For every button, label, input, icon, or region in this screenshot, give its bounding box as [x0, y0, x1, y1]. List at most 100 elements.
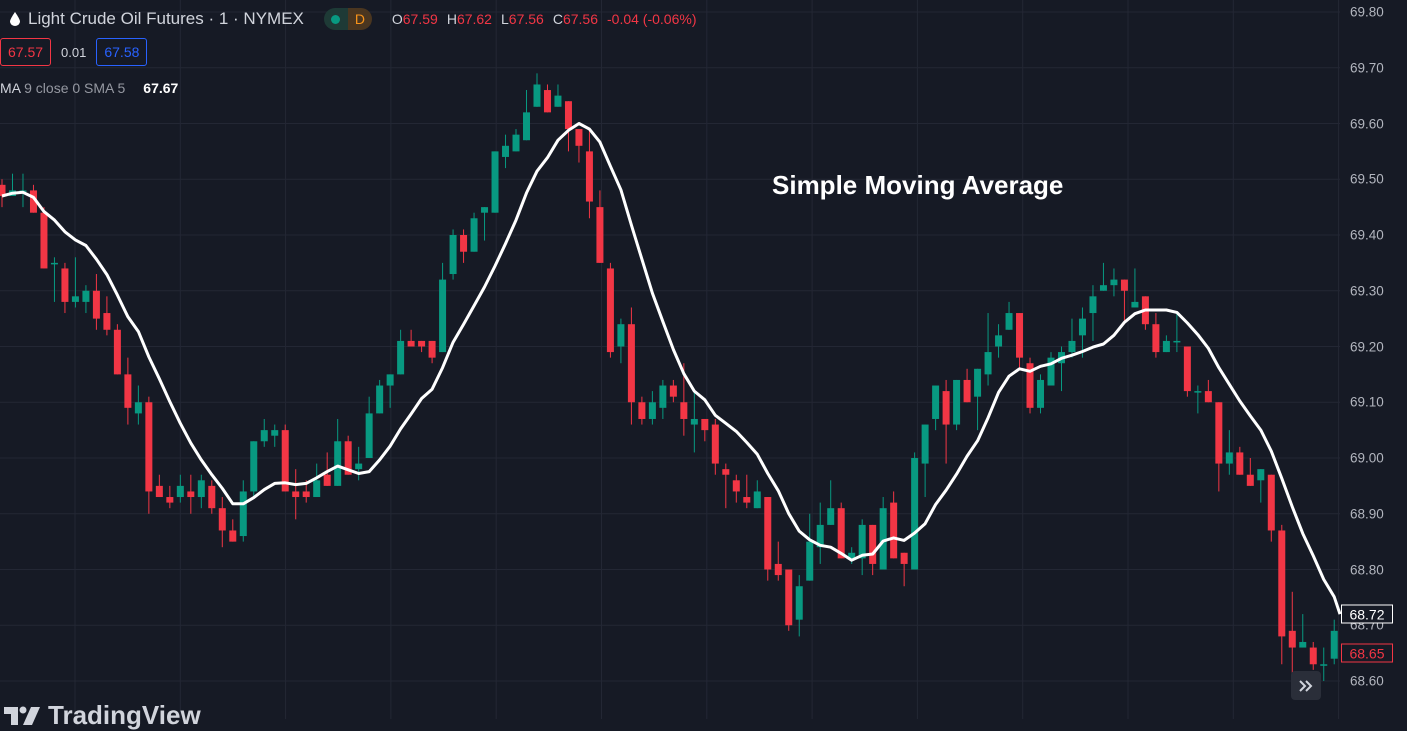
candle-body: [1037, 379, 1045, 408]
candle: [113, 324, 121, 375]
candle: [407, 329, 415, 347]
candle-body: [617, 324, 625, 347]
candle: [953, 379, 961, 431]
candle: [627, 307, 635, 425]
indicator-legend[interactable]: MA 9 close 0 SMA 5 67.67: [0, 80, 178, 96]
candle-body: [606, 268, 614, 353]
candle-body: [1089, 296, 1097, 314]
candle-body: [554, 95, 562, 107]
candle-body: [449, 235, 457, 275]
candle-body: [722, 469, 730, 475]
candle-body: [376, 385, 384, 414]
candle: [1267, 474, 1275, 542]
candle-body: [942, 391, 950, 425]
candle-body: [1225, 452, 1233, 464]
candle: [166, 485, 174, 509]
candle-body: [690, 418, 698, 425]
high-label: H: [446, 11, 457, 27]
market-status[interactable]: D: [323, 8, 372, 30]
candle: [1120, 279, 1128, 325]
candle: [1057, 346, 1065, 392]
candle-body: [1320, 664, 1328, 666]
data-delay-badge: D: [347, 8, 372, 30]
last-price-tag: 68.65: [1341, 643, 1393, 663]
candle-body: [502, 145, 510, 157]
buy-button[interactable]: 67.58: [96, 38, 148, 66]
candle-body: [166, 497, 174, 503]
candle-body: [386, 374, 394, 386]
sell-button[interactable]: 67.57: [0, 38, 52, 66]
chart-annotation: Simple Moving Average: [772, 170, 1064, 200]
candle: [365, 396, 373, 458]
candle-body: [1288, 630, 1296, 648]
candle: [1204, 379, 1212, 403]
y-tick-label: 69.50: [1350, 171, 1384, 187]
candle-body: [921, 424, 929, 464]
candle-body: [795, 586, 803, 620]
candle: [1173, 313, 1181, 353]
candle-body: [82, 290, 90, 302]
double-chevron-right-icon: [1299, 679, 1313, 692]
candle-body: [669, 385, 677, 397]
symbol-title[interactable]: Light Crude Oil Futures · 1 · NYMEX: [28, 9, 304, 28]
candle: [386, 374, 394, 408]
candle-body: [869, 524, 877, 564]
candle-body: [470, 218, 478, 252]
candle-body: [1194, 391, 1202, 393]
candle: [1236, 446, 1244, 475]
candle-body: [701, 418, 709, 431]
candle: [606, 262, 614, 358]
candle: [460, 229, 468, 263]
y-tick-label: 69.80: [1350, 4, 1384, 20]
candle: [187, 474, 195, 514]
candle-body: [176, 485, 184, 498]
scroll-to-realtime-button[interactable]: [1291, 671, 1321, 700]
candle-body: [1309, 647, 1317, 665]
candle-body: [1068, 340, 1076, 353]
candle: [1005, 301, 1013, 330]
candle: [491, 151, 499, 213]
candle: [1225, 430, 1233, 475]
candle: [40, 207, 48, 269]
candle: [439, 262, 447, 353]
candle: [239, 480, 247, 542]
grid: [0, 0, 1340, 719]
candle: [1288, 591, 1296, 676]
candle: [984, 313, 992, 386]
candle: [197, 474, 205, 509]
candle: [701, 418, 709, 442]
candle-body: [932, 385, 940, 419]
candle-body: [879, 508, 887, 570]
candle-body: [71, 296, 79, 302]
candle: [816, 502, 824, 564]
candle: [512, 129, 520, 152]
candle-body: [774, 563, 782, 576]
candle-body: [596, 207, 604, 263]
candle: [543, 84, 551, 113]
candle: [218, 497, 226, 548]
logo-text: TradingView: [48, 700, 201, 730]
candle: [1068, 318, 1076, 358]
candle-body: [648, 402, 656, 419]
candle: [323, 452, 331, 486]
candle-body: [292, 491, 300, 498]
indicator-value: 67.67: [143, 80, 179, 96]
tradingview-logo[interactable]: TradingView: [4, 700, 201, 731]
y-tick-label: 68.90: [1350, 506, 1384, 522]
oil-drop-icon: [8, 6, 22, 32]
candle-body: [145, 402, 153, 492]
candle-body: [418, 340, 426, 347]
candle-body: [785, 569, 793, 626]
candle-body: [281, 430, 289, 492]
y-tick-label: 69.70: [1350, 60, 1384, 76]
candle: [974, 368, 982, 431]
candle: [0, 179, 6, 208]
candle-body: [753, 491, 761, 509]
low-label: L: [500, 11, 509, 27]
candle-body: [1257, 469, 1265, 481]
candle-body: [1078, 318, 1086, 336]
candle-body: [208, 485, 216, 509]
close-label: C: [552, 11, 563, 27]
candle-body: [344, 441, 352, 475]
